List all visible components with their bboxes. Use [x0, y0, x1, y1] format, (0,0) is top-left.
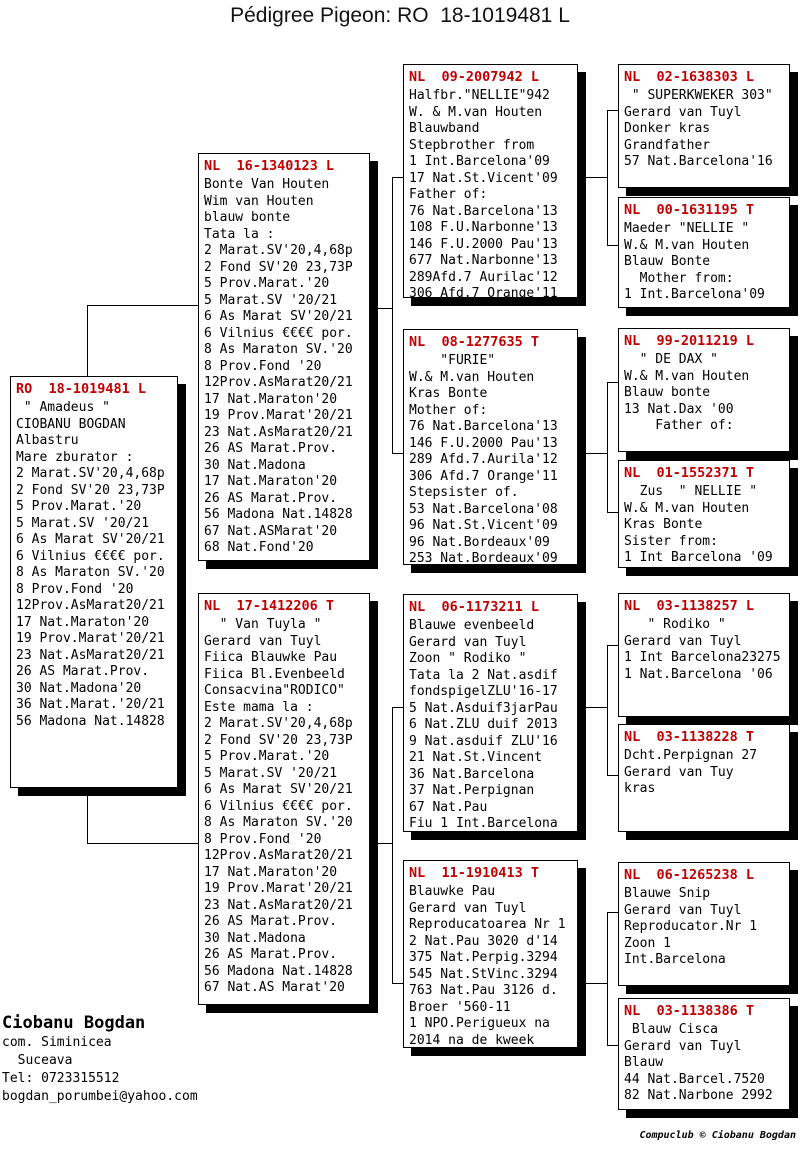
connector-line	[607, 110, 618, 111]
ring-number-header: NL 02-1638303 L	[624, 69, 755, 85]
box-details: " SUPERKWEKER 303" Gerard van Tuyl Donke…	[624, 88, 773, 169]
pedigree-box-great-grandparent-7: NL 06-1265238 L Blauwe Snip Gerard van T…	[618, 862, 790, 986]
page-title: Pédigree Pigeon: RO 18-1019481 L	[230, 4, 570, 27]
connector-line	[607, 382, 618, 383]
box-details: Maeder "NELLIE " W.& M.van Houten Blauw …	[624, 221, 765, 302]
connector-line	[607, 245, 618, 246]
ring-number-header: NL 06-1173211 L	[409, 599, 540, 615]
ring-number-header: NL 01-1552371 T	[624, 465, 755, 481]
box-details: Halfbr."NELLIE"942 W. & M.van Houten Bla…	[409, 88, 558, 298]
pedigree-box-great-grandparent-3: NL 99-2011219 L " DE DAX " W.& M.van Hou…	[618, 328, 790, 452]
box-details: Bonte Van Houten Wim van Houten blauw bo…	[204, 177, 353, 555]
pedigree-box-grandmother-maternal: NL 11-1910413 T Blauwke Pau Gerard van T…	[403, 860, 578, 1048]
connector-line	[87, 788, 88, 843]
ring-number-header: NL 08-1277635 T	[409, 334, 540, 350]
connector-line	[370, 308, 392, 309]
connector-line	[87, 305, 88, 376]
pedigree-box-great-grandparent-2: NL 00-1631195 T Maeder "NELLIE " W.& M.v…	[618, 197, 790, 308]
connector-line	[392, 177, 393, 454]
owner-phone: Tel: 0723315512	[2, 1071, 120, 1086]
box-details: Zus " NELLIE " W.& M.van Houten Kras Bon…	[624, 484, 773, 565]
box-details: Blauwe evenbeeld Gerard van Tuyl Zoon " …	[409, 618, 558, 831]
connector-line	[392, 177, 403, 178]
software-credit: Compuclub © Ciobanu Bogdan	[639, 1130, 796, 1141]
connector-line	[607, 512, 618, 513]
box-details: Blauwe Snip Gerard van Tuyl Reproducator…	[624, 886, 758, 967]
connector-line	[607, 912, 618, 913]
pedigree-box-father: NL 16-1340123 L Bonte Van Houten Wim van…	[198, 153, 370, 561]
connector-line	[578, 707, 607, 708]
box-details: "FURIE" W.& M.van Houten Kras Bonte Moth…	[409, 353, 558, 565]
connector-line	[87, 843, 198, 844]
ring-number-header: NL 03-1138228 T	[624, 729, 755, 745]
owner-contact-block: Ciobanu Bogdan com. Siminicea Suceava Te…	[2, 1012, 198, 1106]
pedigree-box-great-grandparent-8: NL 03-1138386 T Blauw Cisca Gerard van T…	[618, 998, 790, 1110]
ring-number-header: NL 00-1631195 T	[624, 202, 755, 218]
ring-number-header: NL 06-1265238 L	[624, 867, 755, 883]
ring-number-header: NL 99-2011219 L	[624, 333, 755, 349]
ring-number-header: RO 18-1019481 L	[16, 381, 147, 397]
connector-line	[607, 775, 618, 776]
connector-line	[578, 983, 607, 984]
pedigree-box-subject: RO 18-1019481 L " Amadeus " CIOBANU BOGD…	[10, 376, 178, 788]
pedigree-box-great-grandparent-1: NL 02-1638303 L " SUPERKWEKER 303" Gerar…	[618, 64, 790, 188]
connector-line	[392, 707, 403, 708]
connector-line	[87, 305, 198, 306]
connector-line	[578, 453, 607, 454]
connector-line	[607, 912, 608, 1046]
pedigree-box-grandmother-paternal: NL 08-1277635 T "FURIE" W.& M.van Houten…	[403, 329, 578, 565]
connector-line	[392, 453, 403, 454]
pedigree-box-great-grandparent-5: NL 03-1138257 L " Rodiko " Gerard van Tu…	[618, 593, 790, 717]
connector-line	[392, 983, 403, 984]
owner-name: Ciobanu Bogdan	[2, 1013, 146, 1033]
connector-line	[578, 177, 607, 178]
connector-line	[370, 843, 392, 844]
ring-number-header: NL 17-1412206 T	[204, 598, 335, 614]
box-details: " Amadeus " CIOBANU BOGDAN Albastru Mare…	[16, 400, 165, 729]
connector-line	[607, 110, 608, 246]
owner-email: bogdan_porumbei@yahoo.com	[2, 1089, 198, 1104]
connector-line	[607, 645, 608, 776]
ring-number-header: NL 09-2007942 L	[409, 69, 540, 85]
connector-line	[607, 1045, 618, 1046]
ring-number-header: NL 11-1910413 T	[409, 865, 540, 881]
box-details: " Rodiko " Gerard van Tuyl 1 Int Barcelo…	[624, 617, 781, 682]
owner-commune: com. Siminicea	[2, 1035, 112, 1050]
connector-line	[392, 707, 393, 984]
pedigree-box-great-grandparent-6: NL 03-1138228 T Dcht.Perpignan 27 Gerard…	[618, 724, 790, 832]
owner-city: Suceava	[2, 1053, 73, 1068]
connector-line	[607, 645, 618, 646]
pedigree-box-grandfather-paternal: NL 09-2007942 L Halfbr."NELLIE"942 W. & …	[403, 64, 578, 298]
pedigree-box-grandfather-maternal: NL 06-1173211 L Blauwe evenbeeld Gerard …	[403, 594, 578, 832]
ring-number-header: NL 03-1138386 T	[624, 1003, 755, 1019]
ring-number-header: NL 16-1340123 L	[204, 158, 335, 174]
pedigree-box-great-grandparent-4: NL 01-1552371 T Zus " NELLIE " W.& M.van…	[618, 460, 790, 568]
connector-line	[607, 382, 608, 513]
box-details: " Van Tuyla " Gerard van Tuyl Fiica Blau…	[204, 617, 353, 995]
box-details: Dcht.Perpignan 27 Gerard van Tuy kras	[624, 748, 758, 796]
ring-number-header: NL 03-1138257 L	[624, 598, 755, 614]
box-details: Blauw Cisca Gerard van Tuyl Blauw 44 Nat…	[624, 1022, 773, 1103]
box-details: Blauwke Pau Gerard van Tuyl Reproducatoa…	[409, 884, 566, 1048]
box-details: " DE DAX " W.& M.van Houten Blauw bonte …	[624, 352, 750, 433]
pedigree-box-mother: NL 17-1412206 T " Van Tuyla " Gerard van…	[198, 593, 370, 1005]
